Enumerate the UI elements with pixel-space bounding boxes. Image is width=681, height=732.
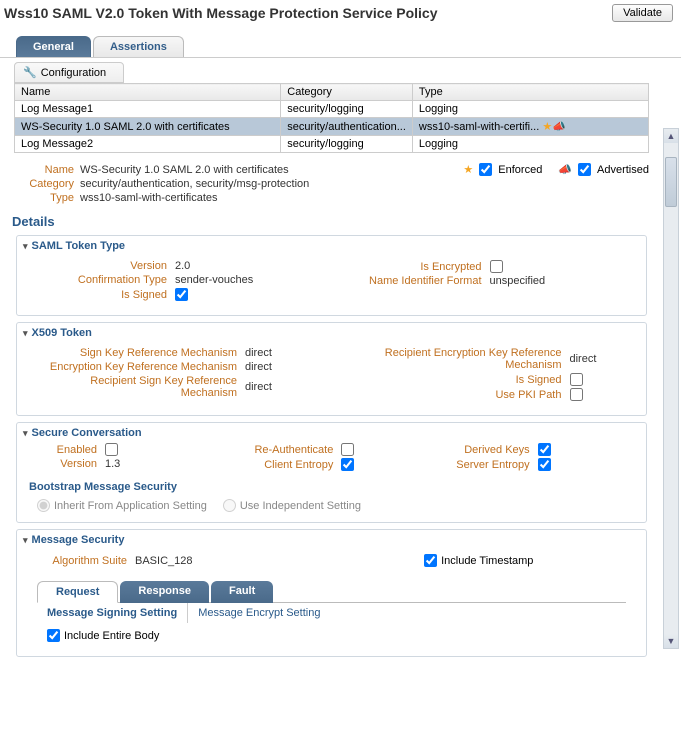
gear-icon: 🔧 <box>23 66 37 79</box>
meta-block: Name WS-Security 1.0 SAML 2.0 with certi… <box>14 163 649 204</box>
horn-icon: 📣 <box>558 163 572 176</box>
x509-sign-key: direct <box>245 347 272 359</box>
advertised-label: Advertised <box>597 164 649 176</box>
meta-category-value: security/authentication, security/msg-pr… <box>80 178 309 190</box>
meta-name-value: WS-Security 1.0 SAML 2.0 with certificat… <box>80 164 289 176</box>
meta-type-value: wss10-saml-with-certificates <box>80 192 218 204</box>
sc-enabled-checkbox[interactable] <box>105 443 118 456</box>
saml-version: 2.0 <box>175 260 190 272</box>
scroll-thumb[interactable] <box>665 157 677 207</box>
include-body-label: Include Entire Body <box>64 630 159 642</box>
saml-signed-checkbox[interactable] <box>175 288 188 301</box>
assertions-table: Name Category Type Log Message1security/… <box>14 83 649 153</box>
bootstrap-heading: Bootstrap Message Security <box>29 481 646 493</box>
details-heading: Details <box>12 214 663 229</box>
cell-category: security/logging <box>281 136 413 153</box>
x509-pki-checkbox[interactable] <box>570 388 583 401</box>
radio-inherit[interactable]: Inherit From Application Setting <box>37 499 207 512</box>
chevron-down-icon: ▾ <box>23 428 28 439</box>
scroll-up-icon[interactable]: ▲ <box>664 129 678 143</box>
meta-type-label: Type <box>14 192 74 204</box>
main-tabs: General Assertions <box>0 34 681 58</box>
saml-panel-header[interactable]: ▾ SAML Token Type <box>17 236 646 256</box>
saml-name-id-format: unspecified <box>490 275 546 287</box>
cell-type: Logging <box>412 136 648 153</box>
col-category[interactable]: Category <box>281 84 413 101</box>
page-title: Wss10 SAML V2.0 Token With Message Prote… <box>4 5 438 21</box>
validate-button[interactable]: Validate <box>612 4 673 22</box>
cell-category: security/authentication... <box>281 118 413 136</box>
table-row[interactable]: Log Message1security/loggingLogging <box>15 101 649 118</box>
sc-server-entropy-checkbox[interactable] <box>538 458 551 471</box>
x509-rec-enc: direct <box>570 353 597 365</box>
message-security-panel: ▾ Message Security Algorithm SuiteBASIC_… <box>16 529 647 657</box>
message-tabs: Request Response Fault <box>37 581 646 603</box>
tab-assertions[interactable]: Assertions <box>93 36 184 57</box>
col-type[interactable]: Type <box>412 84 648 101</box>
cell-name: Log Message1 <box>15 101 281 118</box>
enforced-label: Enforced <box>498 164 542 176</box>
cell-type: Logging <box>412 101 648 118</box>
ms-timestamp-checkbox[interactable] <box>424 554 437 567</box>
message-sub-tabs: Message Signing Setting Message Encrypt … <box>37 602 626 623</box>
x509-enc-key: direct <box>245 361 272 373</box>
include-body-checkbox[interactable] <box>47 629 60 642</box>
enforced-checkbox[interactable] <box>479 163 492 176</box>
sc-derived-keys-checkbox[interactable] <box>538 443 551 456</box>
cell-name: WS-Security 1.0 SAML 2.0 with certificat… <box>15 118 281 136</box>
chevron-down-icon: ▾ <box>23 328 28 339</box>
tab-request[interactable]: Request <box>37 581 118 603</box>
configuration-button[interactable]: 🔧 Configuration <box>14 62 124 83</box>
table-row[interactable]: Log Message2security/loggingLogging <box>15 136 649 153</box>
chevron-down-icon: ▾ <box>23 535 28 546</box>
sc-panel-header[interactable]: ▾ Secure Conversation <box>17 423 646 443</box>
cell-type: wss10-saml-with-certifi... ★📣 <box>412 118 648 136</box>
tab-response[interactable]: Response <box>120 581 209 603</box>
meta-category-label: Category <box>14 178 74 190</box>
sc-client-entropy-checkbox[interactable] <box>341 458 354 471</box>
x509-signed-checkbox[interactable] <box>570 373 583 386</box>
radio-independent[interactable]: Use Independent Setting <box>223 499 361 512</box>
horn-icon: 📣 <box>552 121 566 133</box>
subtab-encrypt[interactable]: Message Encrypt Setting <box>188 603 330 623</box>
x509-panel-header[interactable]: ▾ X509 Token <box>17 323 646 343</box>
saml-encrypted-checkbox[interactable] <box>490 260 503 273</box>
tab-general[interactable]: General <box>16 36 91 57</box>
subtab-signing[interactable]: Message Signing Setting <box>37 603 188 623</box>
cell-category: security/logging <box>281 101 413 118</box>
saml-panel: ▾ SAML Token Type Version2.0 Confirmatio… <box>16 235 647 316</box>
tab-fault[interactable]: Fault <box>211 581 273 603</box>
vertical-scrollbar[interactable]: ▲ ▼ <box>663 128 679 649</box>
saml-confirmation: sender-vouches <box>175 274 253 286</box>
ms-algorithm-suite: BASIC_128 <box>135 555 192 567</box>
star-icon: ★ <box>463 163 473 176</box>
chevron-down-icon: ▾ <box>23 241 28 252</box>
meta-name-label: Name <box>14 164 74 176</box>
x509-rec-sign: direct <box>245 381 272 393</box>
ms-panel-header[interactable]: ▾ Message Security <box>17 530 646 550</box>
scroll-down-icon[interactable]: ▼ <box>664 634 678 648</box>
sc-reauth-checkbox[interactable] <box>341 443 354 456</box>
x509-panel: ▾ X509 Token Sign Key Reference Mechanis… <box>16 322 647 416</box>
cell-name: Log Message2 <box>15 136 281 153</box>
sc-version: 1.3 <box>105 458 120 470</box>
star-icon: ★ <box>539 121 552 133</box>
table-row[interactable]: WS-Security 1.0 SAML 2.0 with certificat… <box>15 118 649 136</box>
configuration-label: Configuration <box>41 67 106 79</box>
advertised-checkbox[interactable] <box>578 163 591 176</box>
secure-conversation-panel: ▾ Secure Conversation Enabled Version1.3… <box>16 422 647 523</box>
col-name[interactable]: Name <box>15 84 281 101</box>
